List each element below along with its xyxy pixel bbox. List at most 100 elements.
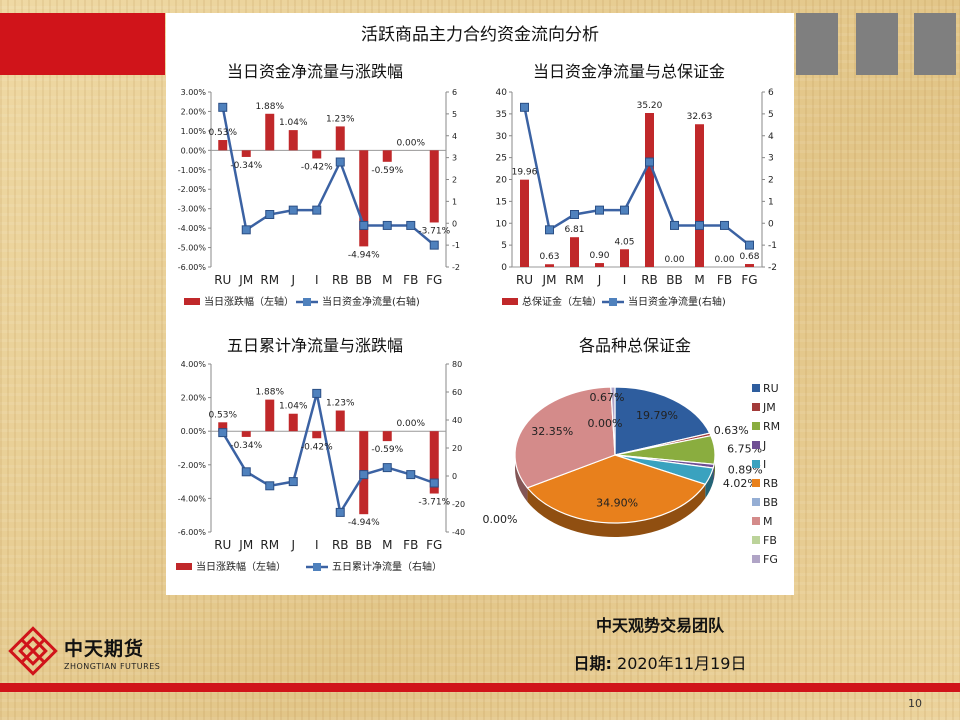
legend-line-marker (313, 563, 321, 571)
pie-data-label: 0.67% (590, 391, 625, 404)
bar (335, 410, 345, 432)
bar-data-label: 1.23% (326, 399, 355, 409)
bar (312, 150, 322, 159)
y-right-tick-label: -40 (452, 528, 465, 537)
flow-point (241, 467, 251, 477)
flow-point (695, 220, 704, 230)
y-right-tick-label: 60 (452, 388, 462, 397)
flow-point (720, 220, 729, 230)
bar-data-label: 6.81 (564, 225, 584, 235)
y-left-tick-label: 1.00% (181, 127, 207, 136)
bar-data-label: -0.59% (371, 445, 403, 455)
flow-point (406, 470, 416, 480)
bar (382, 431, 392, 442)
x-category-label: JM (238, 273, 253, 287)
x-category-label: I (315, 273, 319, 287)
y-right-tick-label: 6 (768, 88, 774, 98)
y-right-tick-label: -2 (452, 263, 460, 272)
legend-swatch (752, 536, 760, 544)
y-left-tick-label: 35 (496, 110, 507, 120)
y-left-tick-label: 40 (496, 88, 508, 98)
legend-swatch (752, 403, 760, 411)
company-logo (8, 626, 58, 676)
y-left-tick-label: -6.00% (178, 528, 207, 537)
bar-data-label: -0.34% (230, 161, 262, 171)
legend-line-label: 五日累计净流量（右轴） (332, 560, 442, 573)
company-name-cn: 中天期货 (64, 638, 145, 660)
legend-label: FG (763, 553, 778, 566)
x-category-label: J (290, 538, 295, 552)
bar (429, 431, 439, 494)
flow-point (265, 210, 275, 219)
legend-bar-label: 总保证金（左轴） (522, 295, 602, 308)
legend-label: RU (763, 382, 779, 395)
x-category-label: BB (666, 273, 682, 287)
report-date: 日期: 2020年11月19日 (520, 650, 800, 674)
x-category-label: JM (238, 538, 253, 552)
legend-bar-swatch (176, 563, 192, 570)
legend-label: RM (763, 420, 780, 433)
bar-data-label: 0.90 (589, 251, 609, 261)
chart-title: 当日资金净流量与总保证金 (533, 62, 725, 81)
legend-label: FB (763, 534, 777, 547)
y-left-tick-label: 4.00% (181, 360, 207, 369)
flow-point (520, 102, 529, 112)
y-right-tick-label: -1 (768, 241, 777, 251)
flow-point (218, 102, 228, 112)
y-right-tick-label: 20 (452, 444, 462, 453)
bar (335, 126, 345, 151)
bar (745, 264, 754, 267)
legend-bar-label: 当日涨跌幅（左轴） (204, 295, 294, 308)
legend-swatch (752, 517, 760, 525)
legend-swatch (752, 498, 760, 506)
y-left-tick-label: 10 (496, 219, 508, 229)
y-left-tick-label: -1.00% (178, 166, 207, 175)
pie-data-label: 19.79% (636, 409, 678, 422)
y-left-tick-label: -4.00% (178, 224, 207, 233)
flow-point (312, 388, 322, 398)
legend-swatch (752, 460, 760, 468)
bar-data-label: 35.20 (637, 101, 663, 111)
bar-data-label: 1.88% (255, 102, 284, 112)
flow-point (288, 205, 298, 215)
flow-point (670, 220, 679, 230)
pie-data-label: 0.00% (588, 417, 623, 430)
bar (570, 237, 579, 267)
flow-point (241, 225, 251, 235)
bar (382, 150, 392, 162)
y-left-tick-label: -2.00% (178, 185, 207, 194)
y-left-tick-label: -3.00% (178, 205, 207, 214)
flow-point (595, 205, 604, 215)
bar-data-label: 0.00% (396, 419, 425, 429)
legend-line-label: 当日资金净流量(右轴) (628, 295, 726, 308)
y-right-tick-label: 2 (768, 176, 774, 186)
chart-five-day-flow-vs-change: 五日累计净流量与涨跌幅 4.00% 2.00% 0.00% -2.00% -4.00% -6… (176, 336, 465, 573)
legend-line-marker (303, 298, 311, 306)
bar-data-label: 19.96 (512, 168, 538, 178)
y-left-tick-label: 0 (501, 263, 507, 273)
bar-data-label: 1.88% (255, 388, 284, 398)
date-value: 2020年11月19日 (617, 654, 747, 673)
bar (645, 113, 654, 267)
y-left-tick-label: 2.00% (181, 394, 207, 403)
bar (265, 113, 275, 151)
legend-label: J (762, 439, 766, 452)
bar (620, 249, 629, 267)
x-category-label: FB (403, 538, 418, 552)
chart-title: 当日资金净流量与涨跌幅 (227, 62, 403, 81)
y-left-tick-label: 15 (496, 197, 507, 207)
x-category-label: RU (214, 273, 231, 287)
flow-point (382, 220, 392, 230)
flow-point (288, 477, 298, 487)
x-category-label: I (315, 538, 319, 552)
bar-data-label: 0.00% (396, 138, 425, 148)
bar (312, 431, 322, 439)
x-category-label: J (290, 273, 295, 287)
x-category-label: RM (565, 273, 584, 287)
flow-line (523, 107, 751, 247)
y-right-tick-label: -1 (452, 241, 460, 250)
pie-data-label: 0.63% (714, 424, 749, 437)
bar-data-label: -0.42% (301, 163, 333, 173)
x-category-label: RM (260, 538, 279, 552)
bar (695, 124, 704, 268)
